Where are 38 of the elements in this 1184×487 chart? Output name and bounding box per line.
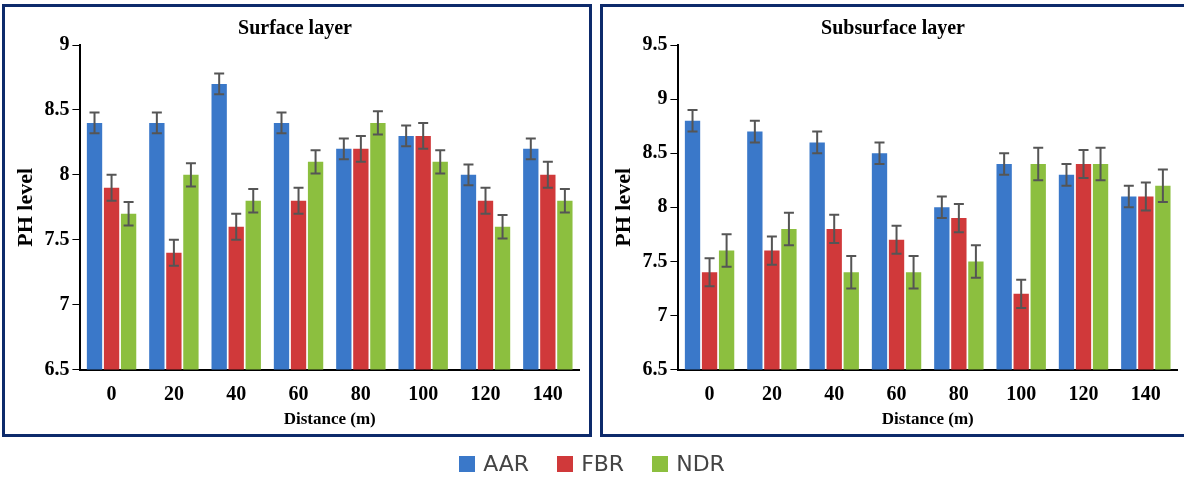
y-tick-label: 7 bbox=[657, 302, 668, 325]
y-tick-label: 8.5 bbox=[44, 97, 70, 120]
y-tick-label: 8.5 bbox=[642, 140, 668, 163]
y-tick-label: 6.5 bbox=[642, 356, 668, 379]
y-axis-title: PH level bbox=[11, 167, 37, 247]
x-tick-label: 80 bbox=[948, 381, 969, 404]
x-axis-title: Distance (m) bbox=[283, 409, 376, 429]
x-tick-label: 80 bbox=[350, 381, 371, 404]
x-tick-label: 20 bbox=[761, 381, 782, 404]
x-tick-label: 100 bbox=[1006, 381, 1037, 404]
chart-title: Surface layer bbox=[238, 16, 353, 40]
y-tick-label: 8 bbox=[59, 162, 70, 185]
x-tick-label: 140 bbox=[1130, 381, 1161, 404]
x-tick-label: 0 bbox=[704, 381, 715, 404]
x-axis-title: Distance (m) bbox=[881, 409, 974, 429]
y-tick-label: 9 bbox=[657, 86, 668, 109]
x-tick-label: 20 bbox=[163, 381, 184, 404]
y-tick-label: 7.5 bbox=[44, 226, 70, 249]
x-tick-label: 120 bbox=[470, 381, 501, 404]
legend-label: NDR bbox=[676, 451, 725, 476]
y-tick-label: 6.5 bbox=[44, 356, 70, 379]
y-axis-title: PH level bbox=[609, 167, 635, 247]
x-tick-label: 0 bbox=[106, 381, 117, 404]
x-tick-label: 100 bbox=[408, 381, 439, 404]
y-tick-label: 8 bbox=[657, 194, 668, 217]
legend-label: FBR bbox=[581, 451, 625, 476]
x-tick-label: 120 bbox=[1068, 381, 1099, 404]
x-tick-label: 40 bbox=[226, 381, 247, 404]
y-tick-label: 9.5 bbox=[642, 32, 668, 55]
legend-label: AAR bbox=[483, 451, 530, 476]
chart-title: Subsurface layer bbox=[821, 16, 966, 40]
y-tick-label: 9 bbox=[59, 32, 70, 55]
x-tick-label: 60 bbox=[886, 381, 907, 404]
x-tick-label: 40 bbox=[824, 381, 845, 404]
y-tick-label: 7 bbox=[59, 291, 70, 314]
y-tick-label: 7.5 bbox=[642, 248, 668, 271]
x-tick-label: 60 bbox=[288, 381, 309, 404]
x-tick-label: 140 bbox=[532, 381, 563, 404]
